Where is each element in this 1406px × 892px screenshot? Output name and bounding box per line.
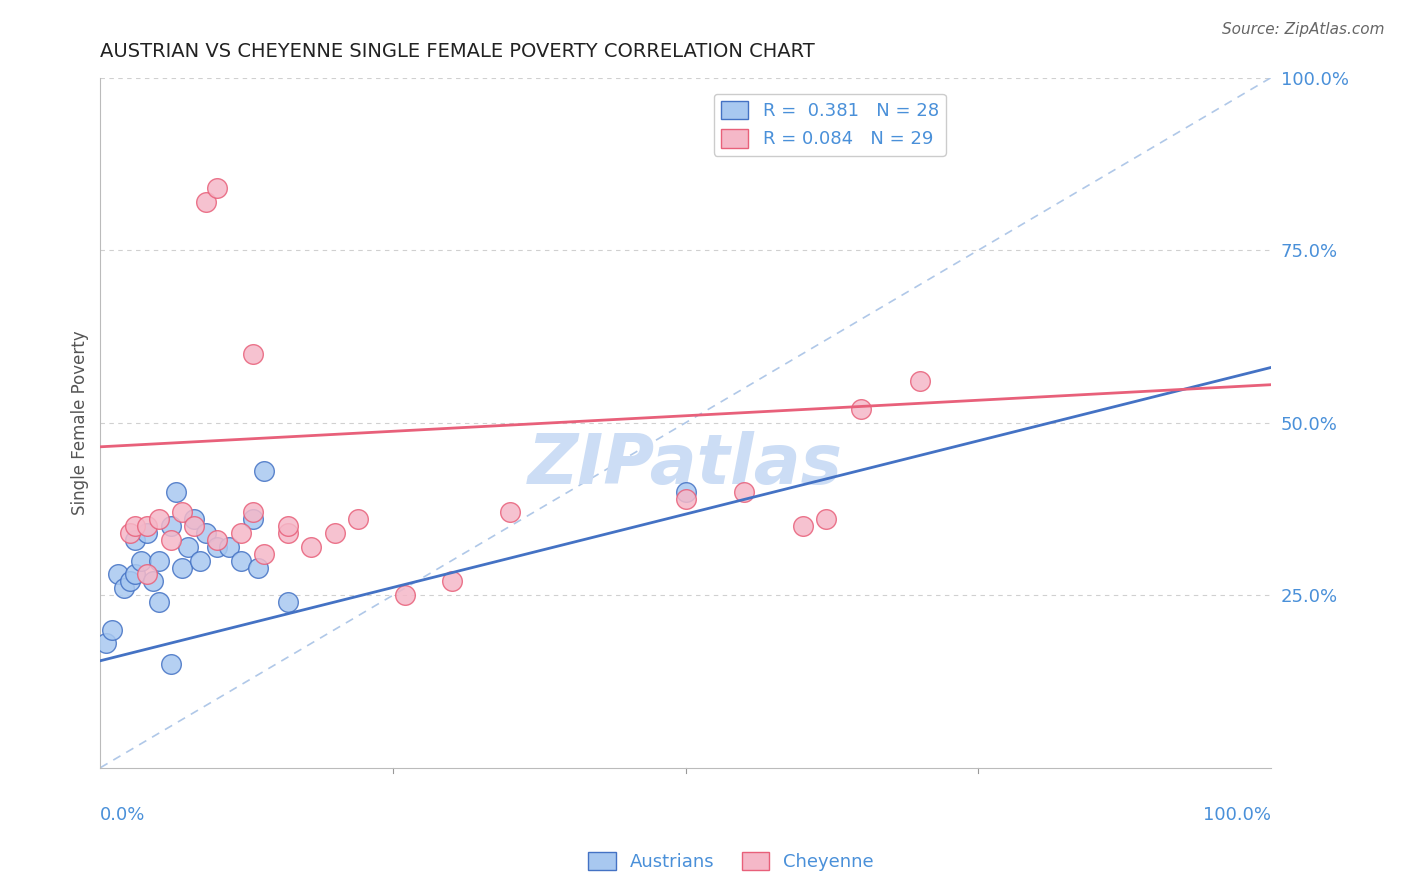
Point <box>218 540 240 554</box>
Point <box>792 519 814 533</box>
Legend: Austrians, Cheyenne: Austrians, Cheyenne <box>581 845 882 879</box>
Point <box>136 526 159 541</box>
Point <box>107 567 129 582</box>
Text: 0.0%: 0.0% <box>100 805 146 823</box>
Point <box>118 574 141 589</box>
Point <box>177 540 200 554</box>
Point <box>253 464 276 478</box>
Point <box>124 519 146 533</box>
Point <box>118 526 141 541</box>
Y-axis label: Single Female Poverty: Single Female Poverty <box>72 330 89 515</box>
Text: ZIPatlas: ZIPatlas <box>529 431 844 498</box>
Point <box>131 554 153 568</box>
Point <box>188 554 211 568</box>
Point <box>499 505 522 519</box>
Point <box>440 574 463 589</box>
Point <box>229 526 252 541</box>
Point <box>323 526 346 541</box>
Point <box>112 582 135 596</box>
Point <box>247 560 270 574</box>
Point <box>253 547 276 561</box>
Point <box>96 636 118 650</box>
Point <box>277 595 299 609</box>
Point <box>277 519 299 533</box>
Point <box>207 540 229 554</box>
Point <box>207 533 229 547</box>
Point <box>675 491 697 506</box>
Point <box>165 484 187 499</box>
Point <box>394 588 416 602</box>
Point <box>229 554 252 568</box>
Point <box>172 560 194 574</box>
Point <box>277 526 299 541</box>
Point <box>851 401 873 416</box>
Point <box>148 512 170 526</box>
Point <box>242 505 264 519</box>
Point <box>299 540 322 554</box>
Point <box>183 519 205 533</box>
Point <box>207 181 229 195</box>
Point <box>101 623 124 637</box>
Point <box>242 346 264 360</box>
Point <box>124 567 146 582</box>
Legend: R =  0.381   N = 28, R = 0.084   N = 29: R = 0.381 N = 28, R = 0.084 N = 29 <box>714 94 946 156</box>
Point <box>136 567 159 582</box>
Point <box>908 374 931 388</box>
Point <box>675 484 697 499</box>
Point <box>183 512 205 526</box>
Text: AUSTRIAN VS CHEYENNE SINGLE FEMALE POVERTY CORRELATION CHART: AUSTRIAN VS CHEYENNE SINGLE FEMALE POVER… <box>100 42 815 61</box>
Point <box>815 512 838 526</box>
Point <box>242 512 264 526</box>
Point <box>148 554 170 568</box>
Point <box>159 519 181 533</box>
Point <box>159 533 181 547</box>
Point <box>347 512 370 526</box>
Point <box>142 574 165 589</box>
Text: 100.0%: 100.0% <box>1204 805 1271 823</box>
Point <box>733 484 755 499</box>
Point <box>148 595 170 609</box>
Point <box>124 533 146 547</box>
Point <box>194 194 217 209</box>
Text: Source: ZipAtlas.com: Source: ZipAtlas.com <box>1222 22 1385 37</box>
Point <box>194 526 217 541</box>
Point <box>172 505 194 519</box>
Point <box>159 657 181 672</box>
Point <box>136 519 159 533</box>
